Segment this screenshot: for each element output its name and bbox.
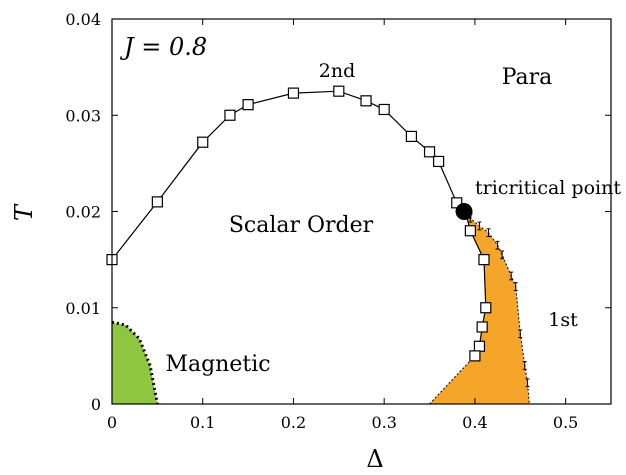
spinodal-point bbox=[473, 340, 486, 352]
parameter-label: J = 0.8 bbox=[119, 33, 207, 61]
x-tick-label: 0.5 bbox=[553, 413, 578, 432]
tricritical-point-marker bbox=[455, 203, 473, 220]
second-order-point bbox=[405, 130, 417, 143]
second-order-label: 2nd bbox=[319, 60, 356, 82]
y-tick-label: 0.02 bbox=[65, 203, 101, 222]
first-order-extension-line bbox=[429, 355, 476, 405]
magnetic-region-area bbox=[112, 322, 158, 404]
y-tick-label: 0.01 bbox=[65, 299, 101, 318]
second-order-point bbox=[360, 95, 372, 107]
spinodal-point bbox=[480, 302, 492, 314]
x-tick-label: 0.2 bbox=[281, 413, 306, 432]
first-order-region-area bbox=[429, 211, 530, 404]
second-order-point bbox=[333, 85, 345, 97]
second-order-point bbox=[151, 196, 163, 208]
x-tick-label: 0.1 bbox=[190, 413, 215, 432]
tricritical-point-label: tricritical point bbox=[475, 177, 621, 199]
second-order-point bbox=[423, 146, 436, 158]
regions-layer bbox=[112, 211, 530, 404]
x-axis-title: Δ bbox=[366, 445, 383, 473]
second-order-point bbox=[378, 103, 390, 116]
x-tick-label: 0.4 bbox=[462, 413, 487, 432]
para-region-label: Para bbox=[502, 65, 553, 90]
spinodal-point bbox=[476, 321, 488, 333]
y-tick-label: 0 bbox=[91, 395, 101, 414]
ticks-layer: 0 0.1 0.2 0.3 0.4 0.5 0 0.01 0.02 0.03 0.04 bbox=[65, 10, 611, 432]
first-order-label: 1st bbox=[548, 309, 578, 331]
second-order-point bbox=[433, 155, 445, 168]
spinodal-point bbox=[464, 225, 476, 237]
scalar-order-region-label: Scalar Order bbox=[229, 213, 374, 238]
magnetic-region-label: Magnetic bbox=[165, 352, 270, 377]
second-order-point bbox=[224, 109, 236, 121]
magnetic-boundary-dotted-line bbox=[111, 320, 159, 405]
x-tick-label: 0.3 bbox=[371, 413, 396, 432]
x-tick-label: 0 bbox=[107, 413, 117, 432]
y-tick-label: 0.03 bbox=[65, 106, 101, 125]
second-order-point bbox=[197, 136, 209, 148]
second-order-point bbox=[242, 99, 254, 111]
y-tick-label: 0.04 bbox=[65, 10, 101, 29]
spinodal-point bbox=[469, 350, 481, 362]
y-axis-title: T bbox=[10, 203, 38, 221]
spinodal-point bbox=[478, 254, 490, 266]
second-order-point bbox=[287, 87, 300, 99]
